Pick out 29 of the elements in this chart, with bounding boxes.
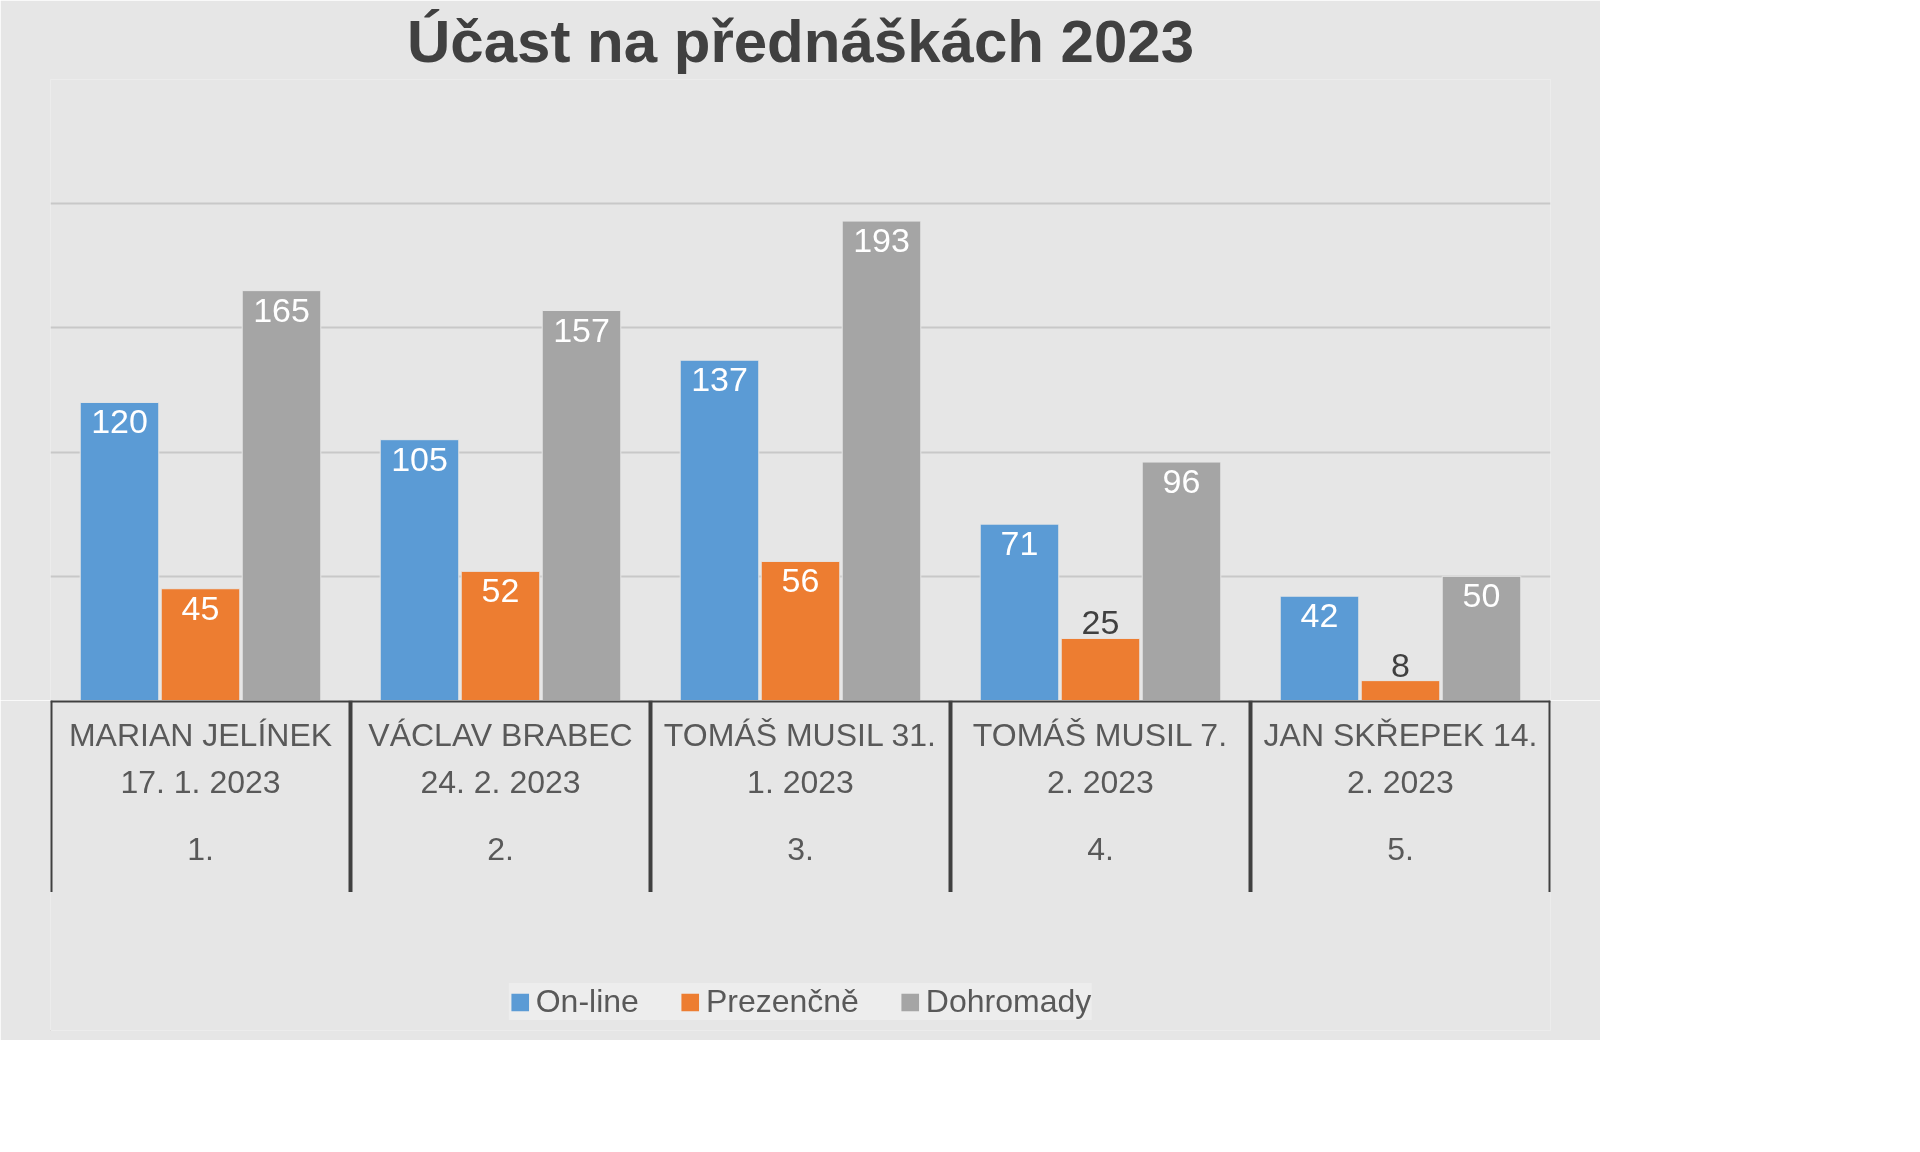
data-label: 137 — [691, 360, 748, 399]
data-label: 45 — [181, 588, 220, 627]
data-label: 193 — [853, 221, 910, 260]
x-tick-label: TOMÁŠ MUSIL 7. 2. 2023 — [972, 717, 1228, 800]
data-label: 25 — [1081, 603, 1120, 642]
data-label: 50 — [1462, 576, 1501, 615]
x-tick-label: TOMÁŠ MUSIL 31. 1. 2023 — [663, 717, 936, 800]
text: 2. — [487, 831, 514, 867]
text: 1. — [187, 831, 214, 867]
data-label: 157 — [553, 310, 610, 349]
chart-title: Účast na přednáškách 2023 — [406, 7, 1195, 75]
data-label: 96 — [1162, 462, 1201, 501]
legend-label: Dohromady — [925, 983, 1092, 1020]
text: 3. — [787, 831, 814, 867]
data-label: 56 — [781, 561, 820, 600]
x-tick-label: JAN SKŘEPEK 14. 2. 2023 — [1263, 717, 1538, 800]
text: 5. — [1387, 831, 1414, 867]
x-tick-label: MARIAN JELÍNEK 17. 1. 2023 — [68, 717, 333, 800]
data-label: 42 — [1300, 596, 1339, 635]
data-label: 165 — [253, 290, 310, 329]
data-label: 105 — [391, 439, 448, 478]
data-label: 52 — [481, 571, 520, 610]
data-label: 8 — [1391, 645, 1410, 684]
text: 4. — [1087, 831, 1114, 867]
data-label: 120 — [91, 402, 148, 441]
legend-label: On-line — [535, 983, 639, 1020]
data-label: 71 — [1000, 524, 1039, 563]
x-tick-label: VÁCLAV BRABEC 24. 2. 2023 — [368, 717, 633, 800]
legend-label: Prezenčně — [705, 983, 859, 1020]
